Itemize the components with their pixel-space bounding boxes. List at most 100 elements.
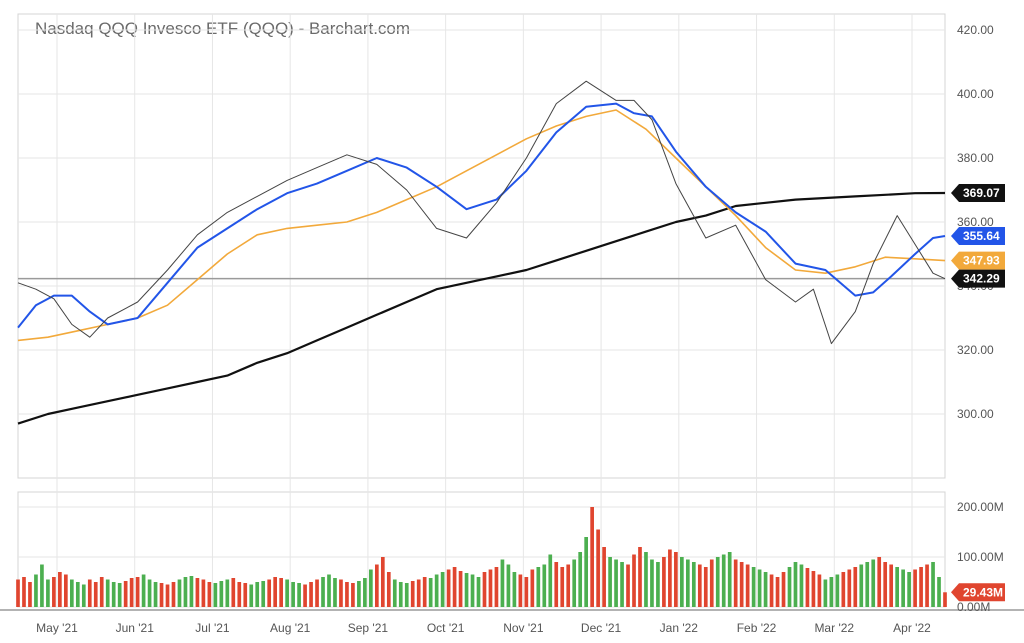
price-lines <box>17 80 946 425</box>
last-value-tag <box>951 226 1005 245</box>
volume-bar <box>69 579 74 607</box>
volume-bar <box>195 578 200 607</box>
volume-bar <box>267 579 272 607</box>
volume-bar <box>422 577 427 607</box>
volume-bar <box>739 562 744 607</box>
last-value-tag <box>951 251 1005 270</box>
volume-bar <box>883 562 888 607</box>
x-tick-label: Sep '21 <box>348 621 389 635</box>
volume-bar <box>793 562 798 607</box>
volume-bar <box>374 564 379 607</box>
volume-bar <box>919 567 923 607</box>
volume-bar <box>943 592 947 607</box>
volume-bar <box>536 567 541 607</box>
volume-bar <box>261 581 266 607</box>
volume-bar <box>93 582 98 607</box>
volume-bar <box>111 582 116 607</box>
volume-bar <box>345 582 349 607</box>
volume-bar <box>392 579 397 607</box>
volume-bar <box>925 564 929 607</box>
volume-bar <box>458 571 463 607</box>
volume-bar <box>213 583 218 607</box>
volume-tick-label: 200.00M <box>957 500 1004 514</box>
volume-bar <box>386 572 391 607</box>
volume-bar <box>87 579 92 607</box>
volume-bar <box>841 572 846 607</box>
volume-bar <box>369 569 373 607</box>
volume-bar <box>440 572 445 607</box>
volume-bar <box>620 562 624 607</box>
volume-tick-label: 100.00M <box>957 550 1004 564</box>
volume-bar <box>751 567 756 607</box>
volume-bar <box>871 559 876 607</box>
volume-bar <box>602 547 606 607</box>
volume-bar <box>680 557 684 607</box>
volume-bar <box>542 564 547 607</box>
volume-bar <box>829 577 834 607</box>
series-line <box>17 80 946 345</box>
x-tick-label: Feb '22 <box>737 621 777 635</box>
last-value-tag-label: 369.07 <box>963 186 1000 200</box>
volume-bar <box>363 578 367 607</box>
volume-bar <box>578 552 583 607</box>
volume-bar <box>464 573 469 607</box>
volume-bar <box>309 582 313 607</box>
x-tick-label: Dec '21 <box>581 621 622 635</box>
volume-bar <box>865 562 870 607</box>
x-tick-label: May '21 <box>36 621 78 635</box>
volume-bar <box>835 574 840 607</box>
volume-bar <box>907 572 911 607</box>
volume-bar <box>404 583 409 607</box>
volume-bar <box>207 582 212 607</box>
volume-bar <box>901 569 905 607</box>
volume-bar <box>931 562 935 607</box>
chart-title: Nasdaq QQQ Invesco ETF (QQQ) - Barchart.… <box>35 19 410 38</box>
volume-bar <box>357 581 361 607</box>
last-value-tag-label: 347.93 <box>963 254 1000 268</box>
volume-bar <box>327 574 331 607</box>
volume-bar <box>530 569 535 607</box>
volume-bar <box>58 572 62 607</box>
x-tick-label: Jun '21 <box>116 621 155 635</box>
last-value-tag <box>951 583 1005 602</box>
volume-bar <box>147 579 152 607</box>
series-line <box>17 109 946 342</box>
last-value-tag-label: 355.64 <box>963 229 1000 243</box>
volume-bar <box>650 559 654 607</box>
volume-bar <box>548 554 553 607</box>
volume-bar <box>566 564 571 607</box>
volume-bar <box>691 562 696 607</box>
volume-bar <box>488 569 493 607</box>
volume-bar <box>123 581 128 607</box>
volume-bar <box>189 576 194 607</box>
volume-bar <box>249 584 254 607</box>
volume-bar <box>52 577 56 607</box>
volume-bar <box>608 557 612 607</box>
volume-bar <box>817 574 822 607</box>
volume-bar <box>721 554 726 607</box>
volume-bar <box>847 569 852 607</box>
series-line <box>17 191 946 425</box>
volume-bar <box>81 584 86 607</box>
x-tick-label: Oct '21 <box>427 621 465 635</box>
price-panel-frame <box>17 13 946 479</box>
x-tick-label: Nov '21 <box>503 621 544 635</box>
volume-bar <box>709 559 714 607</box>
volume-bar <box>141 574 146 607</box>
volume-bar <box>291 582 295 607</box>
volume-bar <box>99 577 104 607</box>
volume-bar <box>303 584 307 607</box>
last-value-tag <box>951 269 1005 288</box>
volume-bar <box>255 582 260 607</box>
series-line <box>17 102 946 329</box>
volume-bar <box>201 579 206 607</box>
last-value-tag <box>951 183 1005 202</box>
volume-bar <box>823 579 828 607</box>
volume-bar <box>512 572 517 607</box>
volume-bar <box>470 574 475 607</box>
volume-bar <box>410 581 415 607</box>
volume-bar <box>895 567 899 607</box>
price-tick-label: 380.00 <box>957 151 994 165</box>
volume-bar <box>733 559 738 607</box>
